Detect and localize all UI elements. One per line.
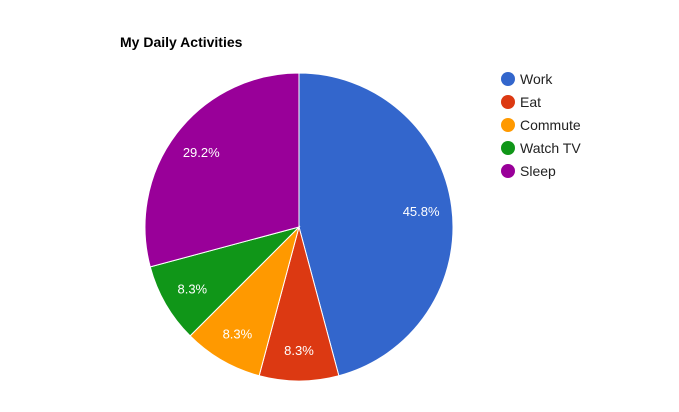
slice-label-commute: 8.3% xyxy=(223,327,253,342)
legend-label: Eat xyxy=(520,94,541,110)
legend-label: Work xyxy=(520,71,553,87)
legend-swatch xyxy=(501,72,515,86)
pie-slices xyxy=(144,72,454,382)
legend: Work Eat Commute Watch TV Sleep xyxy=(501,71,581,179)
slice-label-work: 45.8% xyxy=(403,204,440,219)
chart-title: My Daily Activities xyxy=(120,34,243,50)
slice-labels: 45.8% 8.3% 8.3% 8.3% 29.2% xyxy=(177,145,440,358)
legend-item-sleep[interactable]: Sleep xyxy=(501,163,556,179)
legend-item-work[interactable]: Work xyxy=(501,71,553,87)
legend-item-eat[interactable]: Eat xyxy=(501,94,541,110)
legend-label: Watch TV xyxy=(520,140,581,156)
legend-label: Sleep xyxy=(520,163,556,179)
pie-slice-work[interactable] xyxy=(298,72,454,377)
legend-item-commute[interactable]: Commute xyxy=(501,117,581,133)
slice-label-eat: 8.3% xyxy=(284,343,314,358)
legend-label: Commute xyxy=(520,117,581,133)
legend-item-watch-tv[interactable]: Watch TV xyxy=(501,140,581,156)
pie-slice-sleep[interactable] xyxy=(144,72,300,268)
legend-swatch xyxy=(501,141,515,155)
legend-swatch xyxy=(501,164,515,178)
slice-label-sleep: 29.2% xyxy=(183,145,220,160)
legend-swatch xyxy=(501,118,515,132)
slice-label-watch-tv: 8.3% xyxy=(177,282,207,297)
legend-swatch xyxy=(501,95,515,109)
